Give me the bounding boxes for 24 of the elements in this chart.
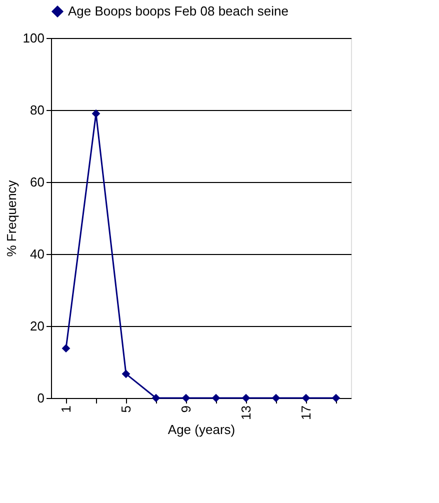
y-tick-label: 60	[30, 174, 44, 190]
y-tick-label: 80	[30, 102, 44, 118]
point	[242, 394, 250, 402]
x-tick-label: 17	[298, 406, 314, 420]
x-tick-label: 9	[178, 406, 194, 413]
point	[92, 109, 100, 118]
x-tick-label: 5	[118, 406, 134, 413]
point	[302, 394, 310, 402]
point	[272, 394, 280, 402]
x-axis-title: Age (years)	[168, 422, 236, 437]
y-tick-label: 20	[30, 318, 44, 334]
y-tick-label: 0	[37, 390, 44, 406]
y-tick-label: 40	[30, 246, 44, 262]
point	[122, 370, 130, 378]
point	[182, 394, 190, 402]
point	[332, 394, 340, 402]
legend-label: Age Boops boops Feb 08 beach seine	[68, 4, 288, 18]
y-axis-title: % Frequency	[4, 180, 19, 257]
x-tick-label: 1	[58, 406, 74, 413]
point	[62, 344, 70, 353]
y-tick-label: 100	[22, 30, 44, 46]
point	[152, 394, 160, 402]
point	[212, 394, 220, 402]
x-tick-label: 13	[238, 406, 254, 420]
